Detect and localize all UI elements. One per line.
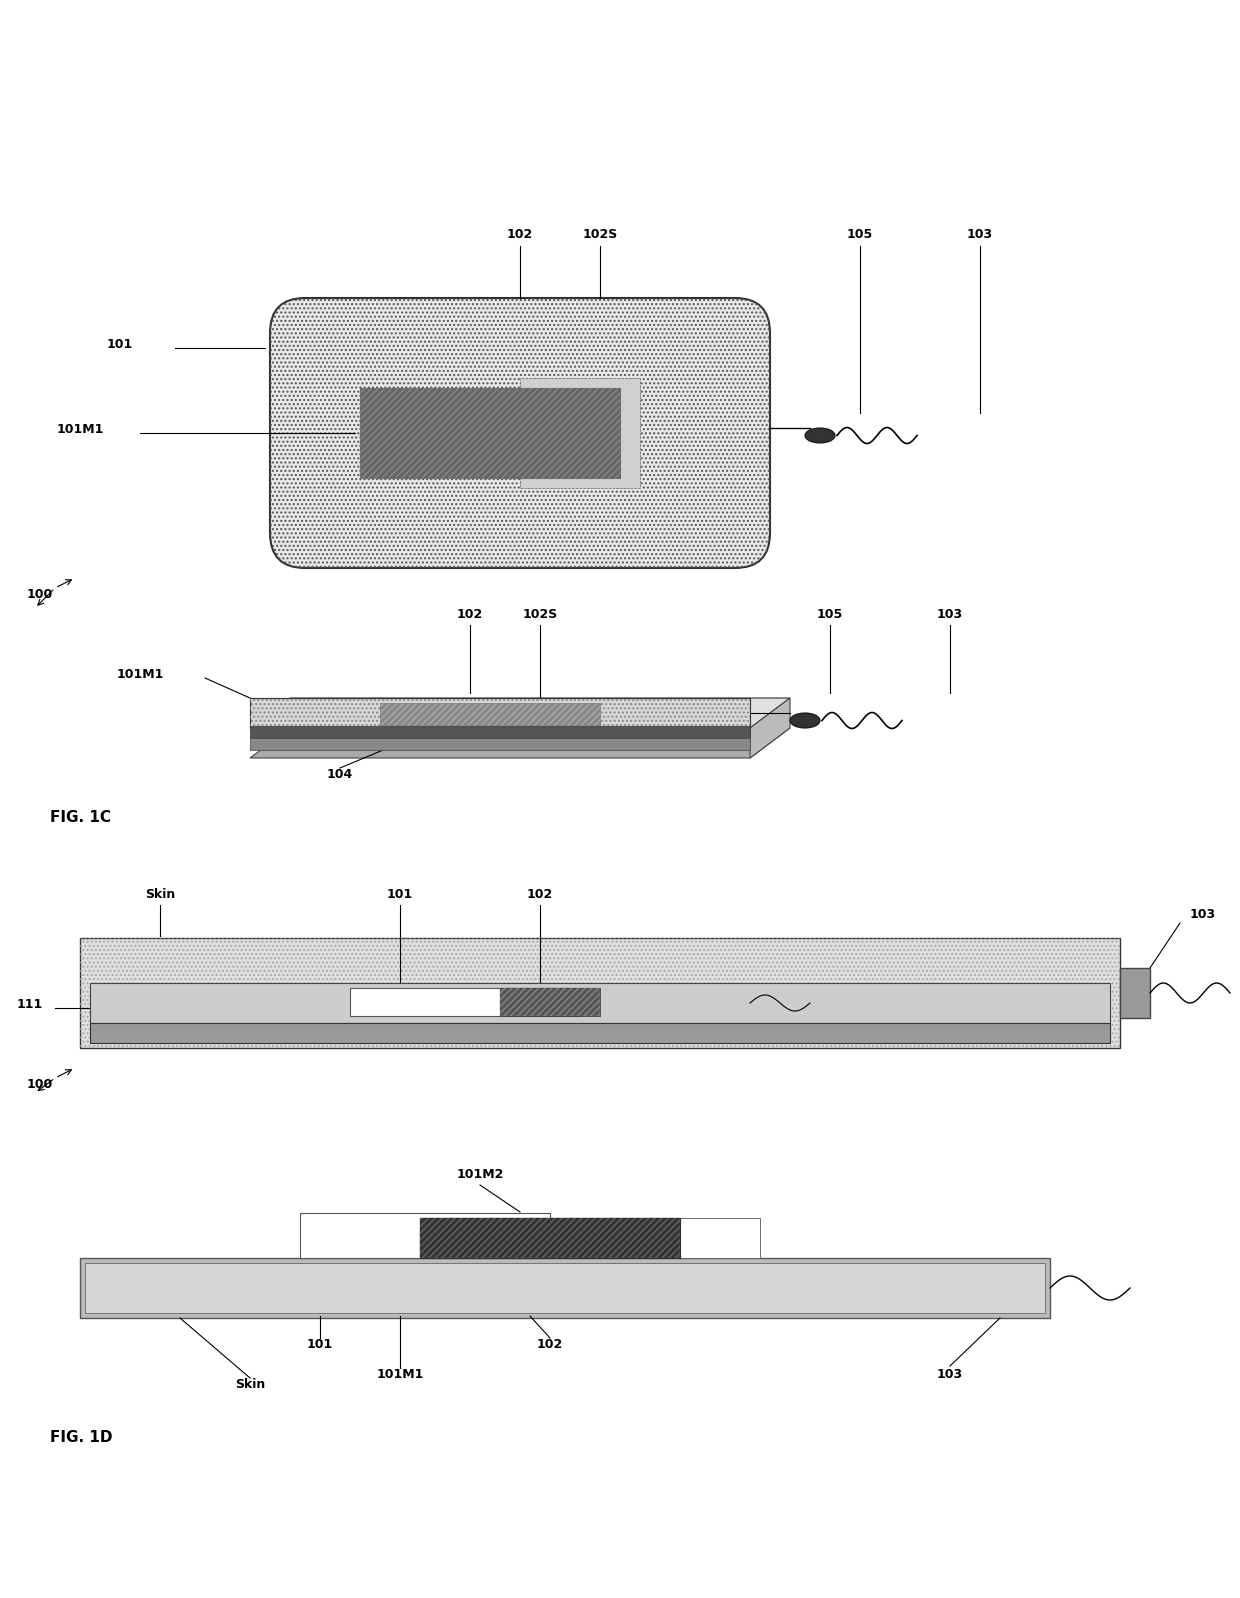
Bar	[520, 379, 640, 487]
Bar	[91, 1023, 1110, 1043]
Bar	[350, 988, 580, 1016]
Bar	[420, 1218, 680, 1258]
Polygon shape	[250, 698, 790, 729]
Text: Skin: Skin	[145, 888, 175, 901]
Text: 102S: 102S	[583, 229, 618, 241]
Bar	[81, 1258, 1050, 1318]
Text: 102: 102	[537, 1338, 563, 1350]
Text: 101M1: 101M1	[117, 668, 164, 681]
Bar	[1120, 968, 1149, 1018]
Bar	[81, 938, 1120, 1048]
Text: 102: 102	[456, 607, 484, 622]
Text: FIG. 1C: FIG. 1C	[50, 810, 112, 826]
Text: 103: 103	[1190, 908, 1216, 920]
Text: 101M1: 101M1	[376, 1368, 424, 1381]
Polygon shape	[750, 698, 790, 757]
Text: 102: 102	[527, 888, 553, 901]
Text: 100: 100	[27, 588, 53, 601]
Bar	[250, 725, 750, 738]
Text: 100: 100	[27, 1079, 53, 1091]
Text: 104: 104	[327, 769, 353, 781]
Text: 102S: 102S	[522, 607, 558, 622]
Bar	[500, 988, 600, 1016]
Text: 101: 101	[387, 888, 413, 901]
Text: 111: 111	[17, 999, 43, 1012]
Bar	[680, 1218, 760, 1258]
Ellipse shape	[805, 428, 835, 443]
Bar	[250, 698, 750, 729]
Bar	[500, 988, 600, 1016]
Ellipse shape	[790, 713, 820, 729]
Bar	[360, 388, 620, 478]
Text: 101M1: 101M1	[56, 423, 104, 436]
Text: 101: 101	[306, 1338, 334, 1350]
Text: FIG. 1D: FIG. 1D	[50, 1430, 113, 1446]
Text: 103: 103	[937, 607, 963, 622]
Text: Skin: Skin	[234, 1377, 265, 1390]
Bar	[81, 938, 1120, 1048]
Text: 105: 105	[847, 229, 873, 241]
Text: 102: 102	[507, 229, 533, 241]
FancyBboxPatch shape	[270, 297, 770, 567]
Text: 105: 105	[817, 607, 843, 622]
Bar	[379, 703, 600, 725]
Bar	[250, 738, 750, 749]
Bar	[91, 983, 1110, 1023]
Text: 101M2: 101M2	[456, 1168, 503, 1181]
Polygon shape	[250, 729, 790, 757]
Text: 103: 103	[967, 229, 993, 241]
Bar	[360, 388, 620, 478]
Bar	[86, 1262, 1045, 1314]
Text: 103: 103	[937, 1368, 963, 1381]
Bar	[250, 698, 750, 729]
Bar	[300, 1213, 551, 1258]
Bar	[379, 703, 600, 725]
Text: 101: 101	[107, 339, 133, 352]
Bar	[420, 1218, 680, 1258]
